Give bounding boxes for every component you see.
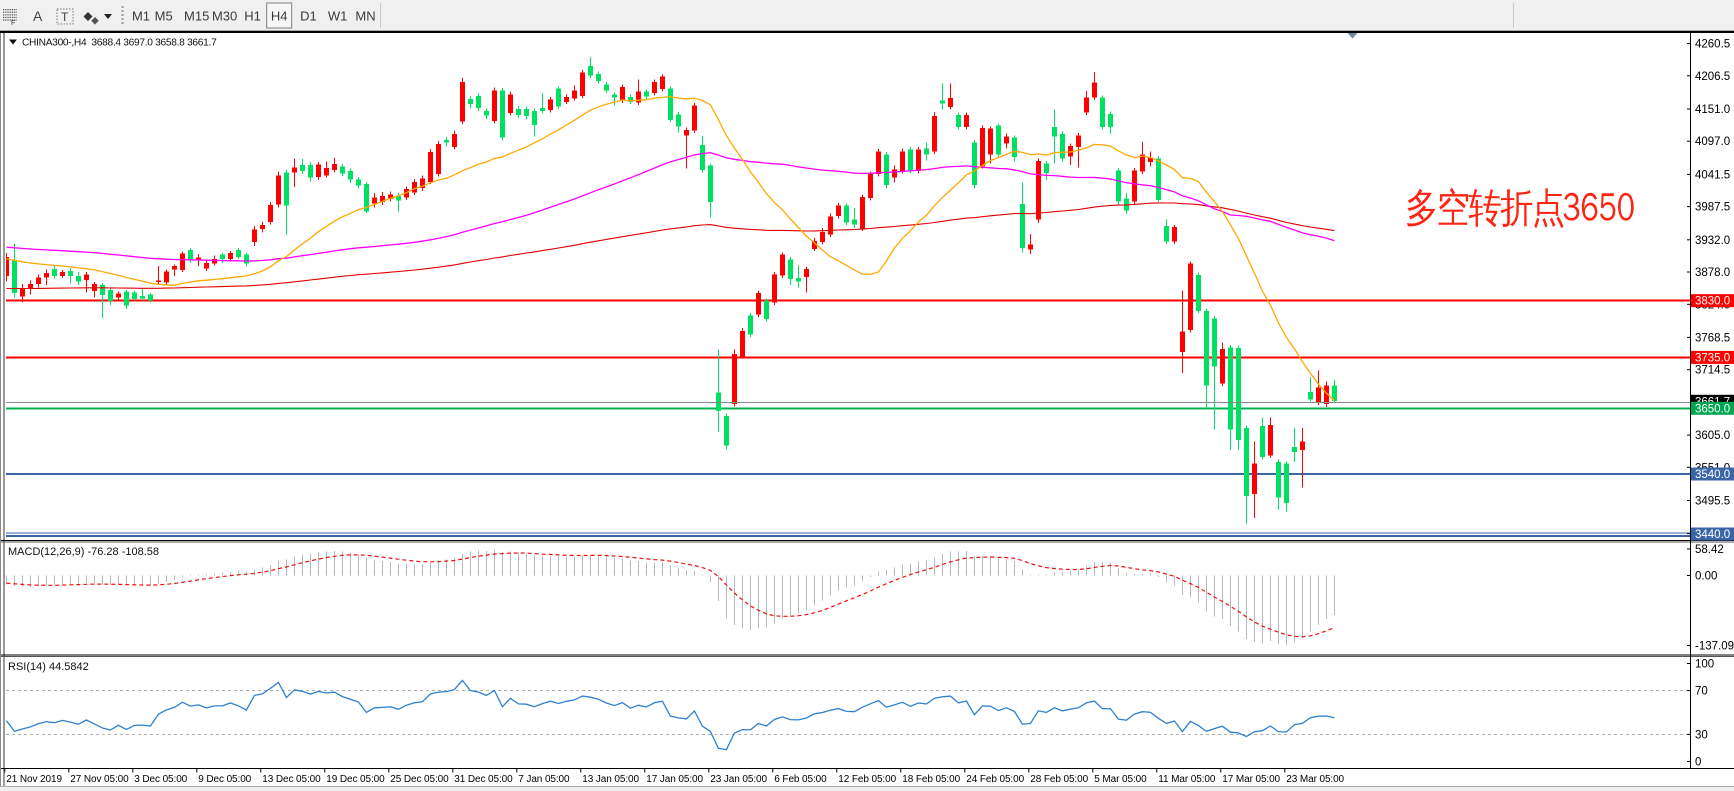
svg-text:RSI(14) 44.5842: RSI(14) 44.5842	[8, 661, 89, 673]
svg-text:13 Dec 05:00: 13 Dec 05:00	[262, 774, 321, 785]
svg-text:17 Mar 05:00: 17 Mar 05:00	[1222, 774, 1280, 785]
svg-text:3932.0: 3932.0	[1695, 235, 1730, 247]
svg-text:27 Nov 05:00: 27 Nov 05:00	[70, 774, 129, 785]
svg-text:3650.0: 3650.0	[1695, 403, 1730, 415]
svg-text:3440.0: 3440.0	[1695, 529, 1730, 541]
svg-text:3714.5: 3714.5	[1695, 365, 1730, 377]
svg-text:3 Dec 05:00: 3 Dec 05:00	[134, 774, 187, 785]
svg-text:0: 0	[1695, 757, 1701, 769]
svg-text:W1: W1	[328, 9, 348, 24]
svg-text:4041.5: 4041.5	[1695, 169, 1730, 181]
svg-text:9 Dec 05:00: 9 Dec 05:00	[198, 774, 251, 785]
svg-text:23 Jan 05:00: 23 Jan 05:00	[710, 774, 767, 785]
svg-text:H4: H4	[271, 9, 288, 24]
svg-text:F: F	[11, 20, 15, 27]
svg-text:31 Dec 05:00: 31 Dec 05:00	[454, 774, 513, 785]
svg-text:11 Mar 05:00: 11 Mar 05:00	[1158, 774, 1216, 785]
svg-text:M15: M15	[184, 9, 209, 24]
svg-text:D1: D1	[300, 9, 317, 24]
svg-text:23 Mar 05:00: 23 Mar 05:00	[1286, 774, 1344, 785]
svg-text:3735.0: 3735.0	[1695, 352, 1730, 364]
svg-text:MACD(12,26,9) -76.28 -108.58: MACD(12,26,9) -76.28 -108.58	[8, 546, 159, 558]
svg-text:4260.5: 4260.5	[1695, 39, 1730, 51]
svg-text:30: 30	[1695, 729, 1708, 741]
svg-text:3830.0: 3830.0	[1695, 296, 1730, 308]
svg-text:H1: H1	[244, 9, 261, 24]
svg-text:4151.0: 4151.0	[1695, 104, 1730, 116]
svg-text:3987.5: 3987.5	[1695, 202, 1730, 214]
svg-text:3540.0: 3540.0	[1695, 469, 1730, 481]
svg-text:70: 70	[1695, 686, 1708, 698]
svg-text:58.42: 58.42	[1695, 544, 1724, 556]
svg-text:17 Jan 05:00: 17 Jan 05:00	[646, 774, 703, 785]
svg-text:CHINA300-,H4 3688.4 3697.0 36: CHINA300-,H4 3688.4 3697.0 3658.8 3661.7	[22, 38, 217, 49]
svg-text:28 Feb 05:00: 28 Feb 05:00	[1030, 774, 1088, 785]
svg-text:7 Jan 05:00: 7 Jan 05:00	[518, 774, 570, 785]
svg-text:A: A	[33, 8, 43, 24]
svg-text:5 Mar 05:00: 5 Mar 05:00	[1094, 774, 1147, 785]
svg-text:18 Feb 05:00: 18 Feb 05:00	[902, 774, 960, 785]
svg-text:6 Feb 05:00: 6 Feb 05:00	[774, 774, 827, 785]
svg-text:13 Jan 05:00: 13 Jan 05:00	[582, 774, 639, 785]
svg-text:3878.0: 3878.0	[1695, 267, 1730, 279]
svg-text:24 Feb 05:00: 24 Feb 05:00	[966, 774, 1024, 785]
svg-text:4097.0: 4097.0	[1695, 136, 1730, 148]
svg-text:3768.5: 3768.5	[1695, 332, 1730, 344]
svg-text:-137.09: -137.09	[1695, 641, 1734, 653]
svg-text:4206.5: 4206.5	[1695, 71, 1730, 83]
svg-text:M5: M5	[155, 9, 173, 24]
svg-text:25 Dec 05:00: 25 Dec 05:00	[390, 774, 449, 785]
svg-text:3495.5: 3495.5	[1695, 496, 1730, 508]
svg-text:100: 100	[1695, 659, 1714, 671]
svg-text:3605.0: 3605.0	[1695, 430, 1730, 442]
svg-text:M30: M30	[212, 9, 237, 24]
svg-text:M1: M1	[132, 9, 150, 24]
svg-text:MN: MN	[355, 9, 375, 24]
svg-text:21 Nov 2019: 21 Nov 2019	[6, 774, 62, 785]
svg-text:0.00: 0.00	[1695, 571, 1717, 583]
svg-text:12 Feb 05:00: 12 Feb 05:00	[838, 774, 896, 785]
svg-text:19 Dec 05:00: 19 Dec 05:00	[326, 774, 385, 785]
svg-text:T: T	[61, 10, 69, 24]
